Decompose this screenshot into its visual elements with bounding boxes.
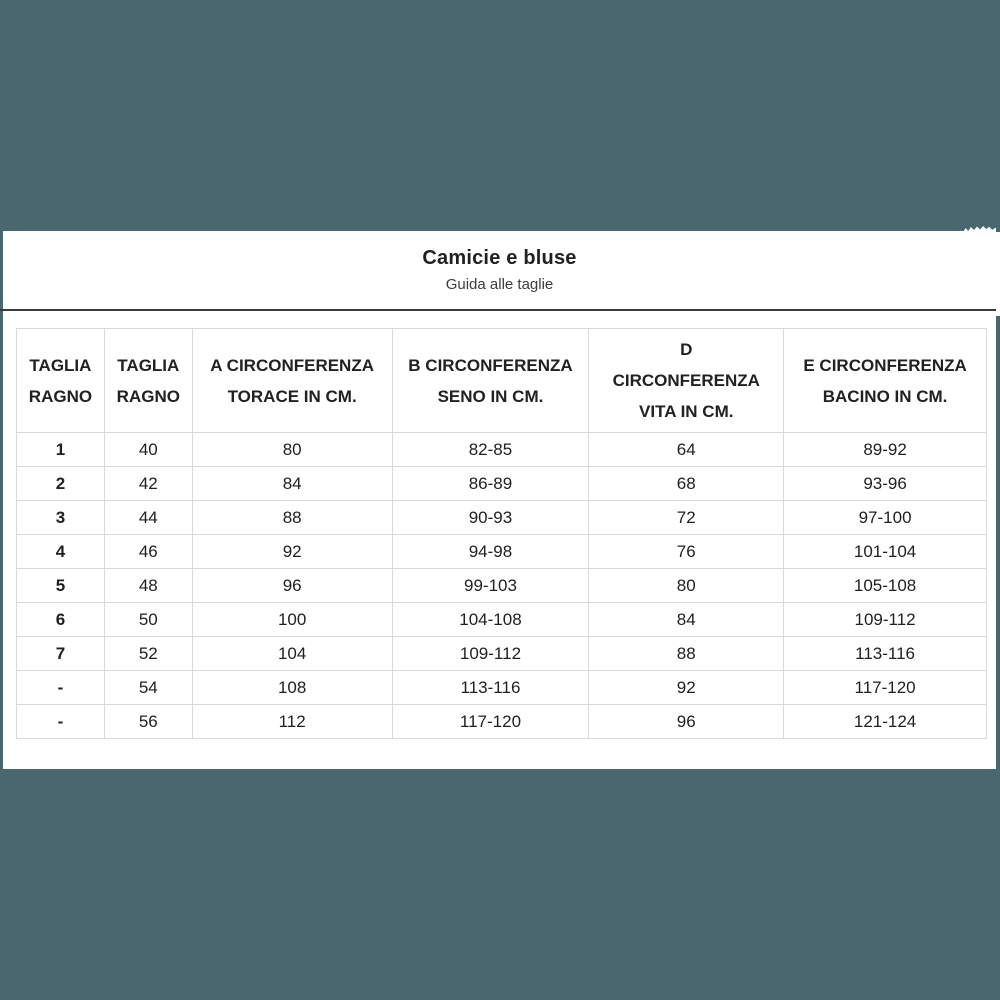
table-cell: 86-89 bbox=[391, 466, 590, 501]
table-cell: 64 bbox=[588, 432, 785, 467]
column-header-3: A CIRCONFERENZA TORACE IN CM. bbox=[191, 328, 393, 433]
modal-title: Camicie e bluse bbox=[422, 247, 577, 269]
table-header-row: TAGLIA RAGNO TAGLIA RAGNO A CIRCONFERENZA … bbox=[16, 328, 987, 433]
table-cell: 3 bbox=[16, 500, 105, 535]
table-row: 7 52 104 109-112 88 113-116 bbox=[16, 636, 987, 671]
table-cell: 89-92 bbox=[783, 432, 987, 467]
table-cell: 54 bbox=[103, 670, 193, 705]
table-row: -54 108 113-116 92 117-120 bbox=[16, 670, 987, 705]
table-cell: 46 bbox=[103, 534, 193, 569]
table-row: -56 112 117-120 96 121-124 bbox=[16, 704, 987, 739]
table-cell: 97-100 bbox=[783, 500, 987, 535]
modal-header: Camicie e bluse Guida alle taglie bbox=[3, 231, 996, 294]
table-row: 4 46 92 94-98 76 101-104 bbox=[16, 534, 987, 569]
table-cell: 109-112 bbox=[783, 602, 987, 637]
table-cell: 88 bbox=[191, 500, 393, 535]
modal-subtitle: Guida alle taglie bbox=[445, 276, 554, 293]
table-cell: 113-116 bbox=[783, 636, 987, 671]
table-cell: 121-124 bbox=[783, 704, 987, 739]
table-cell: 48 bbox=[103, 568, 193, 603]
table-cell: 92 bbox=[191, 534, 393, 569]
table-cell: 7 bbox=[16, 636, 105, 671]
table-cell: 40 bbox=[103, 432, 193, 467]
table-cell: - bbox=[16, 704, 105, 739]
table-cell: 52 bbox=[103, 636, 193, 671]
table-cell: 96 bbox=[191, 568, 393, 603]
table-cell: 76 bbox=[588, 534, 785, 569]
torn-edge-artifact bbox=[958, 226, 996, 235]
table-cell: 1 bbox=[16, 432, 105, 467]
table-row: 1 40 80 82-85 64 89-92 bbox=[16, 432, 987, 467]
table-cell: 84 bbox=[588, 602, 785, 637]
table-cell: 88 bbox=[588, 636, 785, 671]
table-cell: 113-116 bbox=[391, 670, 590, 705]
table-cell: 117-120 bbox=[783, 670, 987, 705]
table-cell: 44 bbox=[103, 500, 193, 535]
size-guide-modal: Camicie e bluse Guida alle taglie TAGLIA… bbox=[0, 231, 997, 769]
torn-edge-artifact bbox=[996, 232, 1000, 316]
table-cell: 101-104 bbox=[783, 534, 987, 569]
table-cell: 42 bbox=[103, 466, 193, 501]
column-header-6: E CIRCONFERENZA BACINO IN CM. bbox=[783, 328, 987, 433]
table-cell: 72 bbox=[588, 500, 785, 535]
table-body: 1 40 80 82-85 64 89-92 2 42 84 86-89 68 93-96 3 44 88 9… bbox=[16, 432, 987, 739]
table-row: 3 44 88 90-93 72 97-100 bbox=[16, 500, 987, 535]
table-cell: 6 bbox=[16, 602, 105, 637]
table-cell: - bbox=[16, 670, 105, 705]
table-cell: 112 bbox=[191, 704, 393, 739]
table-cell: 50 bbox=[103, 602, 193, 637]
table-cell: 2 bbox=[16, 466, 105, 501]
table-cell: 117-120 bbox=[391, 704, 590, 739]
table-cell: 68 bbox=[588, 466, 785, 501]
table-cell: 104 bbox=[191, 636, 393, 671]
table-cell: 99-103 bbox=[391, 568, 590, 603]
table-cell: 94-98 bbox=[391, 534, 590, 569]
table-cell: 5 bbox=[16, 568, 105, 603]
column-header-2: TAGLIA RAGNO bbox=[103, 328, 193, 433]
column-header-5: D CIRCONFERENZA VITA IN CM. bbox=[588, 328, 785, 433]
table-row: 6 50 100 104-108 84 109-112 bbox=[16, 602, 987, 637]
table-row: 5 48 96 99-103 80 105-108 bbox=[16, 568, 987, 603]
column-header-4: B CIRCONFERENZA SENO IN CM. bbox=[391, 328, 590, 433]
size-guide-table: TAGLIA RAGNO TAGLIA RAGNO A CIRCONFERENZA … bbox=[16, 328, 987, 739]
table-cell: 4 bbox=[16, 534, 105, 569]
table-cell: 109-112 bbox=[391, 636, 590, 671]
table-cell: 80 bbox=[588, 568, 785, 603]
table-cell: 80 bbox=[191, 432, 393, 467]
column-header-1: TAGLIA RAGNO bbox=[16, 328, 105, 433]
table-cell: 108 bbox=[191, 670, 393, 705]
table-cell: 92 bbox=[588, 670, 785, 705]
table-cell: 93-96 bbox=[783, 466, 987, 501]
table-cell: 96 bbox=[588, 704, 785, 739]
table-cell: 100 bbox=[191, 602, 393, 637]
table-cell: 90-93 bbox=[391, 500, 590, 535]
table-cell: 56 bbox=[103, 704, 193, 739]
table-cell: 82-85 bbox=[391, 432, 590, 467]
table-cell: 84 bbox=[191, 466, 393, 501]
header-divider bbox=[0, 309, 997, 311]
table-cell: 104-108 bbox=[391, 602, 590, 637]
table-row: 2 42 84 86-89 68 93-96 bbox=[16, 466, 987, 501]
table-cell: 105-108 bbox=[783, 568, 987, 603]
